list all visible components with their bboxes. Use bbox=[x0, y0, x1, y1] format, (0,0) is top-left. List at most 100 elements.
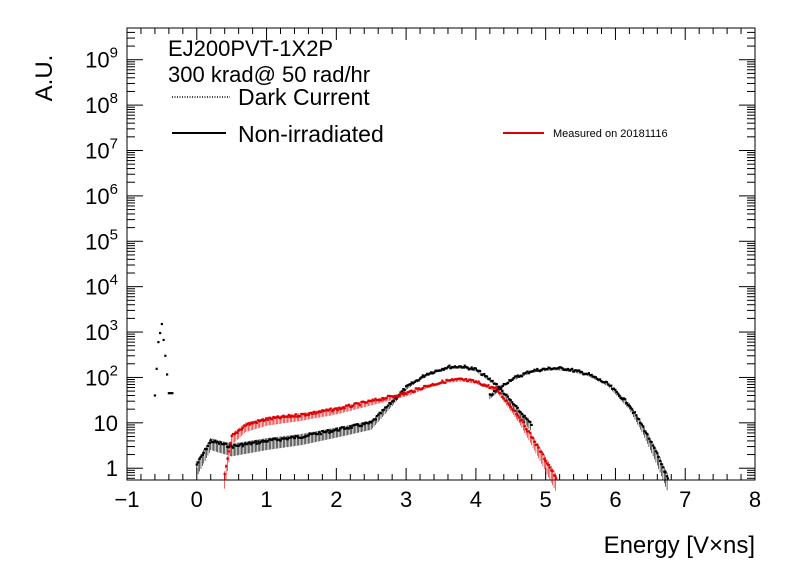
data-point bbox=[485, 375, 489, 378]
data-point bbox=[402, 387, 405, 391]
legend-label-non-irradiated: Non-irradiated bbox=[238, 121, 384, 147]
y-tick-label: 107 bbox=[85, 136, 118, 164]
data-point bbox=[483, 372, 486, 376]
y-tick-label: 102 bbox=[85, 362, 118, 390]
data-point bbox=[612, 387, 616, 390]
data-point bbox=[478, 369, 482, 373]
series-layer bbox=[153, 322, 669, 491]
series-non-irradiated bbox=[195, 364, 533, 477]
data-point bbox=[515, 375, 518, 378]
legend-label-measured: Measured on 20181116 bbox=[553, 128, 668, 140]
data-point bbox=[157, 341, 160, 344]
data-point bbox=[666, 477, 669, 480]
y-tick-label: 10 bbox=[94, 411, 118, 436]
data-point bbox=[465, 377, 468, 381]
data-point bbox=[153, 394, 157, 397]
data-point bbox=[477, 380, 480, 383]
data-point bbox=[587, 372, 591, 375]
data-point bbox=[455, 378, 458, 381]
y-tick-label: 103 bbox=[85, 317, 118, 345]
data-point bbox=[555, 477, 558, 480]
data-point bbox=[522, 372, 525, 375]
series-measured-on-20181116 bbox=[223, 377, 558, 491]
series-non-irradiated bbox=[488, 366, 669, 491]
data-point bbox=[470, 366, 473, 369]
y-tick-labels: 1 10 102 103 104 105 106 107 108 109 bbox=[85, 45, 118, 481]
data-point bbox=[605, 381, 609, 384]
data-point bbox=[459, 377, 462, 380]
data-point bbox=[360, 400, 363, 404]
data-point bbox=[460, 377, 464, 380]
data-point bbox=[559, 366, 563, 369]
x-axis-label: Energy [V×ns] bbox=[604, 532, 755, 559]
data-point bbox=[576, 369, 579, 372]
y-tick-label: 109 bbox=[85, 45, 118, 73]
y-tick-label: 105 bbox=[85, 226, 118, 254]
data-point bbox=[487, 384, 490, 387]
data-point bbox=[571, 367, 574, 371]
y-tick-label: 106 bbox=[85, 181, 118, 209]
data-point bbox=[624, 398, 627, 401]
x-tick-labels: −1 0 1 2 3 4 5 6 7 8 bbox=[114, 487, 761, 512]
data-point bbox=[407, 383, 411, 386]
y-tick-label: 104 bbox=[85, 272, 118, 300]
data-point bbox=[488, 393, 491, 396]
data-point bbox=[604, 380, 607, 383]
x-tick-label: 1 bbox=[260, 487, 272, 512]
data-point bbox=[414, 387, 417, 390]
y-axis-label: A.U. bbox=[31, 55, 58, 102]
data-point bbox=[159, 331, 162, 335]
data-point bbox=[578, 369, 581, 372]
data-point bbox=[388, 401, 391, 405]
data-point bbox=[610, 384, 613, 387]
data-point bbox=[495, 386, 498, 390]
data-point bbox=[530, 423, 533, 427]
data-point bbox=[474, 367, 477, 370]
data-point bbox=[614, 388, 617, 392]
data-point bbox=[406, 384, 409, 387]
data-point bbox=[166, 373, 169, 376]
data-point bbox=[451, 378, 454, 381]
series-dark-current bbox=[153, 322, 174, 397]
data-point bbox=[405, 385, 408, 388]
data-point bbox=[456, 377, 459, 380]
data-point bbox=[467, 378, 471, 381]
x-tick-label: 3 bbox=[400, 487, 412, 512]
data-point bbox=[505, 393, 508, 396]
data-point bbox=[558, 366, 561, 369]
data-point bbox=[473, 367, 476, 370]
data-point bbox=[171, 392, 174, 395]
x-tick-label: 0 bbox=[191, 487, 203, 512]
data-point bbox=[453, 378, 457, 381]
data-point bbox=[470, 379, 473, 382]
data-point bbox=[463, 364, 466, 367]
x-tick-label: 4 bbox=[470, 487, 482, 512]
data-point bbox=[594, 376, 598, 379]
data-point bbox=[526, 370, 529, 373]
data-point bbox=[441, 379, 444, 382]
data-point bbox=[598, 378, 602, 381]
data-point bbox=[164, 354, 167, 357]
data-point bbox=[590, 373, 593, 377]
data-point bbox=[536, 367, 539, 371]
y-tick-label: 1 bbox=[106, 456, 118, 481]
x-tick-label: −1 bbox=[114, 487, 139, 512]
plot-frame bbox=[126, 27, 756, 481]
data-point bbox=[410, 381, 413, 384]
data-point bbox=[516, 374, 519, 377]
data-point bbox=[421, 374, 424, 377]
data-point bbox=[160, 322, 163, 326]
annotation-dose: 300 krad@ 50 rad/hr bbox=[168, 62, 370, 87]
data-point bbox=[575, 369, 578, 372]
data-point bbox=[361, 400, 364, 403]
data-point bbox=[354, 402, 357, 405]
y-tick-label: 108 bbox=[85, 90, 118, 118]
data-point bbox=[547, 366, 550, 369]
data-point bbox=[155, 367, 158, 370]
data-point bbox=[469, 378, 472, 381]
data-point bbox=[448, 364, 451, 367]
x-tick-label: 2 bbox=[330, 487, 342, 512]
data-point bbox=[445, 378, 448, 381]
data-point bbox=[494, 386, 497, 389]
